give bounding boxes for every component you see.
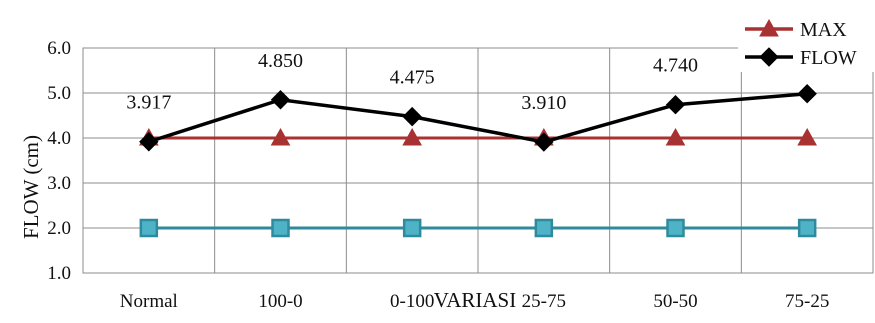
legend-label: MAX <box>800 19 847 41</box>
diamond-marker <box>270 90 291 110</box>
triangle-marker <box>665 127 686 146</box>
triangle-marker <box>759 18 779 37</box>
series <box>138 84 818 238</box>
x-tick-label: 50-50 <box>653 291 697 312</box>
diamond-marker <box>797 84 817 104</box>
data-label: 4.740 <box>653 55 698 77</box>
series-flow <box>139 84 817 152</box>
diamond-marker <box>665 94 686 115</box>
grid <box>82 47 874 274</box>
legend: MAX FLOW <box>738 10 875 72</box>
series-line <box>148 91 808 144</box>
x-tick-label: 100-0 <box>258 291 302 312</box>
triangle-marker <box>402 127 423 146</box>
diamond-marker <box>402 106 422 127</box>
y-tick-label: 3.0 <box>47 173 71 194</box>
y-tick-label: 2.0 <box>47 218 71 239</box>
square-marker <box>666 218 685 238</box>
diamond-marker <box>139 132 159 152</box>
square-marker <box>139 218 159 238</box>
data-label: 4.475 <box>390 67 435 89</box>
y-tick-label: 6.0 <box>47 38 71 59</box>
y-tick-label: 4.0 <box>47 128 71 149</box>
triangle-marker <box>270 127 291 146</box>
y-tick-label: 1.0 <box>47 263 71 284</box>
legend-label: FLOW <box>800 47 857 69</box>
y-tick-label: 5.0 <box>47 83 71 104</box>
triangle-marker <box>797 127 818 146</box>
diamond-marker <box>534 132 554 152</box>
square-marker <box>271 218 290 238</box>
data-label: 3.910 <box>521 92 566 114</box>
data-label: 4.850 <box>258 50 303 72</box>
legend-box <box>738 10 875 72</box>
x-tick-label: 25-75 <box>522 291 566 312</box>
y-axis-title: FLOW (cm) <box>19 135 43 239</box>
data-label: 3.917 <box>126 92 171 114</box>
diamond-marker <box>759 47 779 67</box>
square-marker <box>402 218 422 238</box>
x-tick-label: 75-25 <box>785 291 829 312</box>
x-tick-label: 0-100 <box>390 291 434 312</box>
axes: 1.0 2.0 3.0 4.0 5.0 6.0 Normal 100-0 0-100 25-75 5… <box>47 38 829 312</box>
series-baseline <box>139 218 817 238</box>
square-marker <box>534 218 554 238</box>
plot-area-border <box>82 47 874 274</box>
x-axis-title: VARIASI <box>434 288 516 312</box>
x-tick-label: Normal <box>120 291 178 312</box>
square-marker <box>797 218 817 238</box>
